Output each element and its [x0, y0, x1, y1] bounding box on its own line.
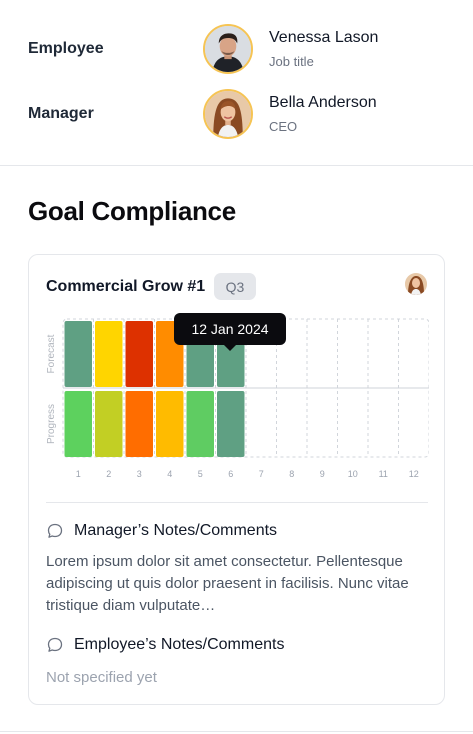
date-tooltip: 12 Jan 2024 — [174, 313, 286, 351]
chart-cell-progress-6 — [217, 391, 245, 457]
card-divider — [46, 502, 428, 503]
manager-role-label: Manager — [28, 105, 94, 122]
chart-cell-forecast-1 — [64, 321, 92, 387]
chart-column-label-8: 8 — [289, 469, 294, 479]
goal-card: Commercial Grow #1 Q3 Forecast Progress 1 2… — [28, 254, 445, 705]
employee-notes-placeholder: Not specified yet — [46, 669, 157, 686]
chart-column-label-6: 6 — [228, 469, 233, 479]
chart-column-label-5: 5 — [198, 469, 203, 479]
chart-column-label-7: 7 — [259, 469, 264, 479]
chart-cell-forecast-3 — [125, 321, 153, 387]
chart-cell-progress-4 — [156, 391, 184, 457]
chart-grid-border — [62, 318, 429, 458]
employee-notes-label: Employee’s Notes/Comments — [74, 636, 285, 653]
chart-cell-progress-2 — [95, 391, 123, 457]
chart-column-label-10: 10 — [348, 469, 358, 479]
chart-column-label-3: 3 — [137, 469, 142, 479]
chart-cell-progress-5 — [186, 391, 214, 457]
chart-column-label-4: 4 — [167, 469, 172, 479]
employee-role-label: Employee — [28, 40, 104, 57]
employee-name: Venessa Lason — [269, 29, 379, 46]
goal-compliance-chart: Forecast Progress 1 2 3 4 5 6 7 8 9 10 11 12 — [45, 317, 429, 487]
chart-cell-progress-3 — [125, 391, 153, 457]
goal-owner-avatar[interactable] — [405, 273, 427, 295]
chart-row-label-forecast: Forecast — [46, 334, 57, 373]
manager-notes-label: Manager’s Notes/Comments — [74, 522, 278, 539]
chart-column-label-11: 11 — [379, 469, 388, 479]
employee-row: Employee Venessa Lason Job title — [0, 24, 473, 78]
quarter-badge: Q3 — [214, 273, 256, 300]
manager-notes-text: Lorem ipsum dolor sit amet consectetur. … — [46, 553, 409, 614]
goal-title: Commercial Grow #1 — [46, 278, 206, 295]
chart-column-label-12: 12 — [409, 469, 419, 479]
employee-avatar[interactable] — [203, 24, 253, 74]
chart-cell-forecast-2 — [95, 321, 123, 387]
people-section: Employee Venessa Lason Job title Manager — [0, 0, 473, 166]
manager-name: Bella Anderson — [269, 94, 377, 111]
page-title: Goal Compliance — [28, 196, 236, 226]
chart-cell-progress-1 — [64, 391, 92, 457]
employee-job-title: Job title — [269, 54, 314, 69]
comment-icon — [46, 522, 64, 540]
manager-avatar[interactable] — [203, 89, 253, 139]
chart-column-label-1: 1 — [76, 469, 81, 479]
bottom-divider — [0, 731, 473, 732]
chart-column-label-2: 2 — [106, 469, 111, 479]
chart-row-label-progress: Progress — [46, 404, 57, 444]
manager-row: Manager Bella Anderson CEO — [0, 89, 473, 143]
manager-title: CEO — [269, 119, 298, 134]
manager-notes-heading: Manager’s Notes/Comments — [46, 522, 277, 540]
chart-column-label-9: 9 — [320, 469, 325, 479]
employee-notes-heading: Employee’s Notes/Comments — [46, 636, 284, 654]
comment-icon — [46, 636, 64, 654]
